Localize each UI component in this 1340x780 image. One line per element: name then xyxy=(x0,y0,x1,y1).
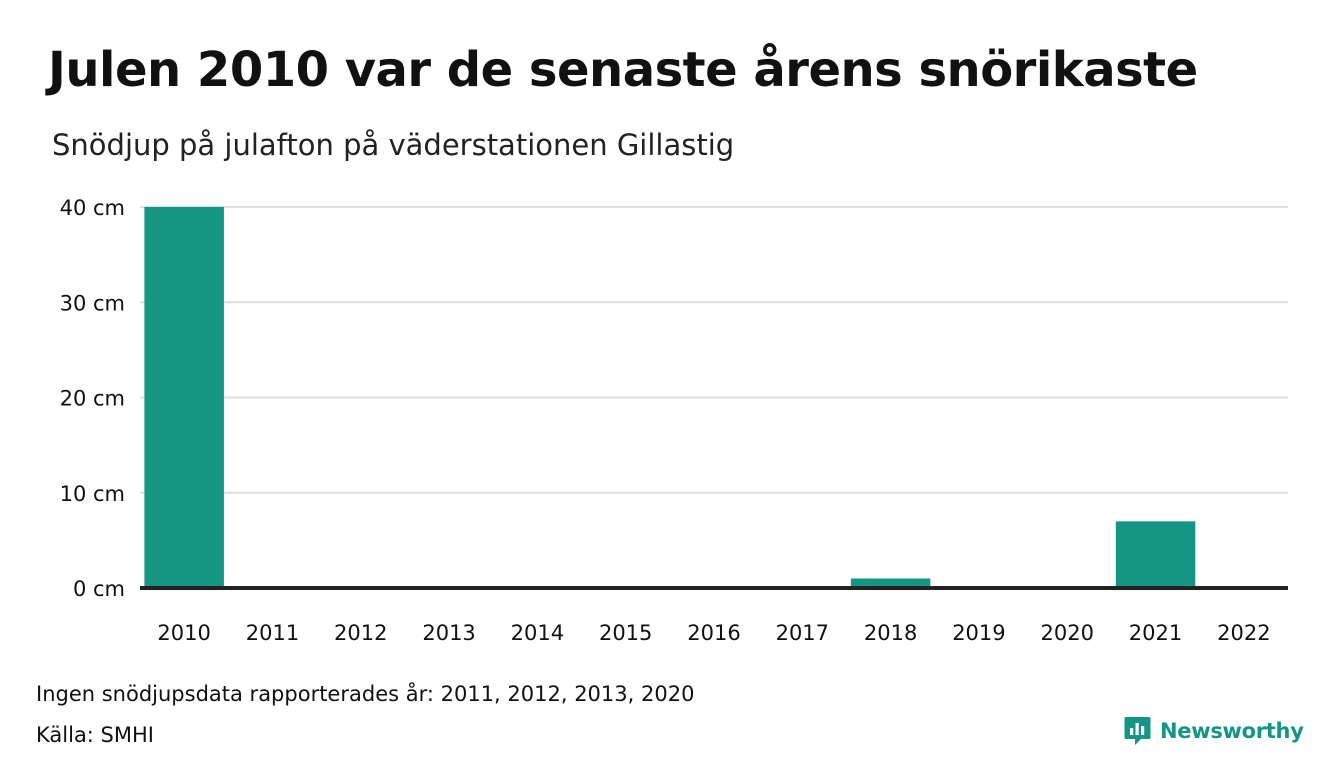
x-tick-label: 2021 xyxy=(1129,621,1182,645)
chart-subtitle: Snödjup på julafton på väderstationen Gi… xyxy=(52,128,735,162)
x-tick-label: 2015 xyxy=(599,621,652,645)
y-tick-label: 0 cm xyxy=(73,577,125,601)
source-credit: Källa: SMHI xyxy=(36,723,154,747)
x-tick-label: 2011 xyxy=(246,621,299,645)
x-tick-label: 2018 xyxy=(864,621,917,645)
x-tick-label: 2022 xyxy=(1217,621,1270,645)
gridlines xyxy=(140,206,1288,494)
axes: 0 cm 10 cm 20 cm 30 cm 40 cm 2010 2011 2012 2013… xyxy=(60,196,1288,645)
x-tick-label: 2010 xyxy=(157,621,210,645)
bar-2010 xyxy=(144,207,224,588)
x-tick-label: 2017 xyxy=(776,621,829,645)
x-tick-label: 2016 xyxy=(687,621,740,645)
bars xyxy=(144,207,1196,588)
newsworthy-logo: Newsworthy xyxy=(1124,716,1304,746)
bar-chart: 0 cm 10 cm 20 cm 30 cm 40 cm 2010 2011 2012 2013… xyxy=(60,196,1288,645)
y-tick-label: 20 cm xyxy=(60,387,125,411)
x-tick-label: 2012 xyxy=(334,621,387,645)
x-tick-label: 2013 xyxy=(422,621,475,645)
bar-2021 xyxy=(1115,521,1196,588)
newsworthy-logo-icon xyxy=(1124,717,1151,745)
chart-title: Julen 2010 var de senaste årens snörikas… xyxy=(48,42,1198,98)
y-tick-label: 10 cm xyxy=(60,482,125,506)
x-tick-label: 2019 xyxy=(952,621,1005,645)
y-tick-label: 40 cm xyxy=(60,196,125,220)
missing-data-note: Ingen snödjupsdata rapporterades år: 201… xyxy=(36,682,695,706)
x-tick-label: 2020 xyxy=(1041,621,1094,645)
brand-name: Newsworthy xyxy=(1160,719,1304,743)
y-tick-label: 30 cm xyxy=(60,291,125,315)
bar-2018 xyxy=(850,578,931,588)
x-tick-label: 2014 xyxy=(511,621,564,645)
